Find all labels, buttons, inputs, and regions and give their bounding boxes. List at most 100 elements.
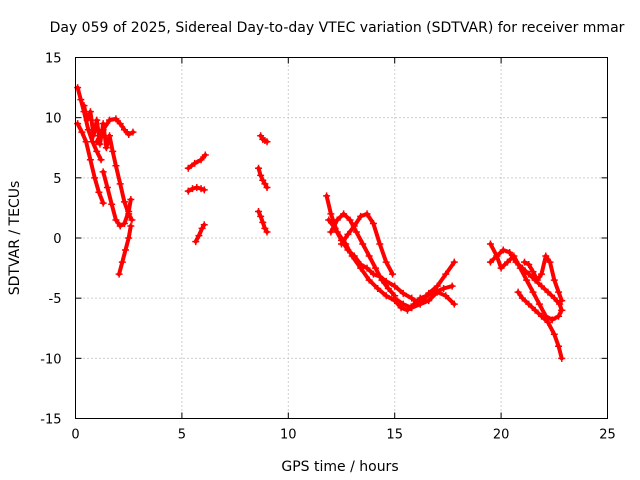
axis-ticks: 0 5 10 15 20 25 -15 -10 -5 0 5 10 15	[40, 52, 616, 443]
data-point	[198, 224, 206, 232]
data-point	[120, 198, 128, 206]
y-tick-label: 0	[53, 232, 61, 247]
series-arc-12	[255, 208, 271, 236]
data-point	[363, 210, 371, 218]
data-point	[391, 282, 399, 290]
data-point	[350, 252, 358, 260]
chart-title: Day 059 of 2025, Sidereal Day-to-day VTE…	[50, 20, 625, 36]
data-point	[91, 174, 99, 182]
data-point	[542, 252, 550, 260]
data-point	[503, 258, 511, 266]
data-point	[372, 264, 380, 272]
data-point	[399, 300, 407, 308]
data-point	[86, 156, 94, 164]
data-point	[433, 288, 441, 296]
data-point	[555, 288, 563, 296]
data-point	[261, 180, 269, 188]
data-point	[408, 294, 416, 302]
x-axis-label: GPS time / hours	[281, 459, 398, 475]
data-point	[369, 270, 377, 278]
data-point	[548, 316, 556, 324]
series-arc-4	[93, 115, 137, 146]
y-tick-label: -15	[40, 413, 61, 428]
data-point	[382, 292, 390, 300]
data-point	[486, 258, 494, 266]
data-point	[344, 246, 352, 254]
data-point	[263, 228, 271, 236]
data-point	[83, 116, 91, 124]
data-point	[357, 212, 365, 220]
data-point	[106, 132, 114, 140]
data-point	[346, 216, 354, 224]
data-point	[184, 187, 192, 195]
data-point	[340, 210, 348, 218]
data-point	[533, 276, 541, 284]
data-point	[90, 132, 98, 140]
data-point	[84, 126, 92, 134]
data-point	[369, 220, 377, 228]
data-point	[82, 138, 90, 146]
x-tick-label: 15	[386, 428, 403, 443]
series-arc-16	[338, 210, 397, 278]
data-point	[261, 224, 269, 232]
data-point	[450, 300, 458, 308]
data-point	[525, 300, 533, 308]
series-arc-7	[184, 151, 209, 172]
data-point	[506, 248, 514, 256]
data-point	[200, 186, 208, 194]
data-point	[127, 222, 135, 230]
series-arc-6	[115, 222, 135, 278]
data-point	[514, 288, 522, 296]
data-point	[125, 131, 133, 139]
data-point	[510, 252, 518, 260]
data-point	[416, 300, 424, 308]
data-point	[193, 183, 201, 191]
data-point	[486, 240, 494, 248]
data-point	[112, 216, 120, 224]
data-point	[118, 258, 126, 266]
x-tick-label: 5	[178, 428, 186, 443]
data-point	[99, 199, 107, 207]
data-point	[521, 258, 529, 266]
data-point	[382, 258, 390, 266]
data-point	[184, 164, 192, 172]
data-point	[327, 228, 335, 236]
data-point	[363, 264, 371, 272]
data-point	[86, 108, 94, 116]
data-point	[259, 176, 267, 184]
data-point	[125, 208, 133, 216]
data-point	[99, 168, 107, 176]
data-point	[544, 318, 552, 326]
data-point	[120, 220, 128, 228]
series-arc-17	[391, 288, 458, 312]
data-point	[493, 252, 501, 260]
data-point	[195, 232, 203, 240]
data-point	[263, 138, 271, 146]
data-point	[365, 276, 373, 284]
data-point	[440, 285, 448, 293]
data-point	[197, 185, 205, 193]
series-arc-20	[514, 288, 566, 362]
data-point	[191, 159, 199, 167]
data-point	[112, 115, 120, 123]
data-point	[115, 270, 123, 278]
data-point	[544, 288, 552, 296]
x-tick-label: 0	[71, 428, 79, 443]
data-point	[102, 144, 110, 152]
series-arc-3	[80, 102, 136, 224]
data-point	[192, 238, 200, 246]
data-point	[116, 120, 124, 128]
data-point	[397, 304, 405, 312]
series-arc-15	[327, 210, 399, 300]
data-point	[263, 183, 271, 191]
data-point	[122, 246, 130, 254]
y-tick-label: -10	[40, 352, 61, 367]
data-point	[518, 294, 526, 302]
data-point	[109, 147, 117, 155]
x-tick-label: 25	[599, 428, 616, 443]
data-point	[556, 300, 564, 308]
data-point	[389, 270, 397, 278]
series-line	[193, 222, 207, 244]
y-tick-label: 10	[45, 112, 62, 127]
data-point	[93, 138, 101, 146]
